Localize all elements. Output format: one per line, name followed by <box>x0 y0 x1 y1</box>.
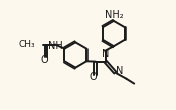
Text: NH: NH <box>48 41 62 51</box>
Text: N: N <box>116 66 123 76</box>
Text: CH₃: CH₃ <box>18 40 35 49</box>
Text: N: N <box>102 49 109 59</box>
Text: O: O <box>90 72 98 82</box>
Text: NH₂: NH₂ <box>105 10 123 20</box>
Text: O: O <box>40 55 48 65</box>
